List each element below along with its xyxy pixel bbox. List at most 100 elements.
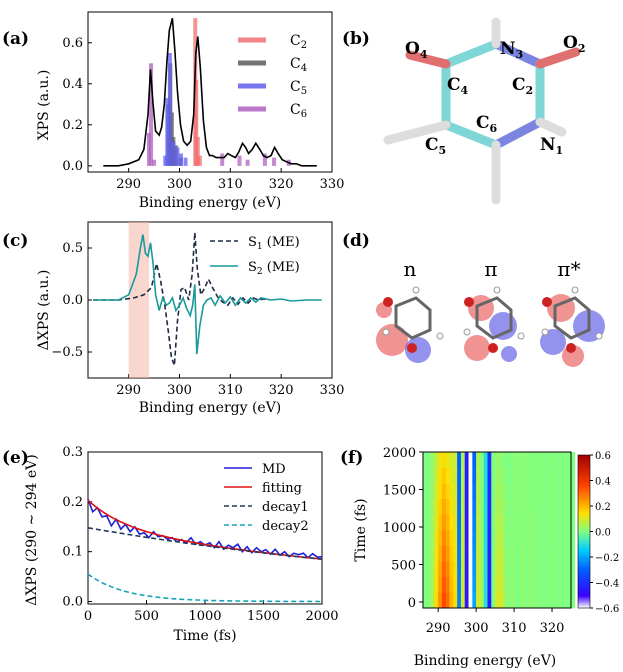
heatmap-cell (525, 576, 530, 593)
orbital-lobe (540, 329, 566, 355)
heatmap-cell (453, 561, 458, 578)
heatmap-cell (510, 498, 515, 515)
heatmap-cell (567, 467, 572, 484)
heatmap-cell (510, 530, 515, 546)
heatmap-cell (498, 561, 503, 578)
heatmap-cell (548, 498, 553, 515)
heatmap-cell (449, 530, 454, 546)
heatmap-cell (483, 483, 488, 500)
heatmap-cell (552, 514, 557, 531)
heatmap-cell (445, 530, 450, 546)
heatmap-cell (544, 530, 549, 546)
heatmap-cell (506, 576, 511, 593)
heatmap-cell (487, 561, 492, 578)
heatmap-cell (483, 545, 488, 562)
heatmap-cell (498, 452, 503, 468)
heatmap-cell (555, 467, 560, 484)
bond-n3-c2 (491, 39, 545, 69)
heatmap-cell (457, 467, 462, 484)
heatmap-cell (555, 514, 560, 531)
heatmap-cell (502, 545, 507, 562)
orbital-lobe (489, 312, 517, 340)
heatmap-cell (426, 576, 431, 593)
heatmap-cell (457, 545, 462, 562)
heatmap-cell (555, 576, 560, 593)
heatmap-cell (483, 576, 488, 593)
bond-c5-h (383, 120, 451, 145)
heatmap-cell (460, 545, 466, 562)
heatmap-cell (479, 530, 485, 546)
heatmap-cell (514, 545, 519, 562)
heatmap-cell (517, 483, 522, 500)
heatmap-cell (563, 561, 568, 578)
atom-c2: C2 (512, 75, 533, 97)
heatmap-cell (552, 530, 557, 546)
heatmap-cell (559, 576, 564, 593)
colorbar-tick-label: −0.6 (595, 604, 619, 615)
heatmap-cell (491, 452, 496, 468)
heatmap-cell (449, 545, 454, 562)
heatmap-cell (472, 514, 477, 531)
oxygen-atom (464, 297, 474, 307)
panel-f-xtick-label: 300 (464, 621, 489, 636)
heatmap-cell (510, 467, 515, 484)
heatmap-cell (434, 483, 439, 500)
heatmap-cell (552, 545, 557, 562)
orbital-lobe (464, 335, 490, 361)
hydrogen-atom (571, 286, 579, 294)
heatmap-cell (495, 514, 500, 531)
heatmap-cell (423, 514, 428, 531)
heatmap-cell (555, 483, 560, 500)
heatmap-cell (502, 467, 507, 484)
panel-e-ytick-label: 0.1 (62, 545, 83, 560)
heatmap-cell (479, 498, 485, 515)
heatmap-cell (540, 467, 545, 484)
heatmap-cell (506, 561, 511, 578)
heatmap-cell (525, 514, 530, 531)
heatmap-cell (491, 483, 496, 500)
heatmap-cell (491, 545, 496, 562)
heatmap-cell (472, 452, 477, 468)
heatmap-cell (434, 452, 439, 468)
heatmap-cell (536, 514, 541, 531)
colorbar-tick-label: 0.6 (595, 451, 611, 462)
orbital-label-pi-star: π* (557, 257, 580, 281)
heatmap-cell (548, 576, 553, 593)
heatmap-cell (563, 452, 568, 468)
heatmap-cell (533, 498, 538, 515)
panel-e-xtick-label: 500 (134, 609, 159, 624)
heatmap-cell (430, 545, 435, 562)
heatmap-cell (445, 561, 450, 578)
heatmap-cell (430, 467, 435, 484)
heatmap-cell (559, 530, 564, 546)
heatmap-cell (487, 483, 492, 500)
atom-c6: C6 (476, 113, 498, 135)
heatmap-cell (536, 561, 541, 578)
heatmap-cell (544, 498, 549, 515)
heatmap-cell (510, 561, 515, 578)
heatmap-cell (476, 576, 481, 593)
heatmap-cell (552, 467, 557, 484)
heatmap-cell (495, 467, 500, 484)
heatmap-cell (445, 576, 450, 593)
panel-f-ytick-label: 1500 (383, 484, 416, 499)
heatmap-cell (464, 530, 469, 546)
heatmap-cell (426, 545, 431, 562)
heatmap-cell (559, 561, 564, 578)
heatmap-cell (426, 592, 431, 609)
heatmap-cell (559, 514, 564, 531)
heatmap-cell (514, 467, 519, 484)
hydrogen-atom (493, 286, 501, 294)
heatmap-cell (491, 592, 496, 609)
heatmap-cell (510, 545, 515, 562)
molecule-ring (553, 296, 591, 340)
panel-d: (d) n π π* (342, 231, 605, 367)
heatmap-cell (536, 483, 541, 500)
panel-a-ytick-label: 0.6 (62, 36, 83, 51)
hydrogen-atom (436, 332, 444, 340)
heatmap-cell (476, 561, 481, 578)
colorbar (577, 454, 591, 609)
bar-C5 (175, 147, 180, 166)
legend-label-1: S1 (ME) (248, 235, 300, 252)
heatmap-cell (529, 514, 534, 531)
